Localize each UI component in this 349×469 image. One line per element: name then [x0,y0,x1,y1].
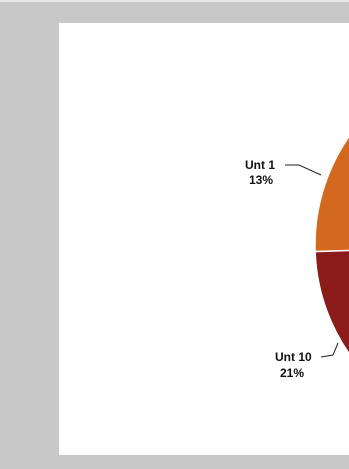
pie-slices [314,135,349,355]
leader-line-unt-1 [285,164,322,176]
leader-lines [285,164,339,358]
slice-label-unt-1-percent: 13% [249,173,273,187]
slice-label-unt-10: Unt 10 21% [275,350,312,380]
pie-slice-unt-10 [314,249,349,355]
pie-chart: Unt 1 13% Unt 10 21% [245,135,349,380]
chart-panel: Unt 1 13% Unt 10 21% [59,23,349,455]
slice-label-unt-1: Unt 1 13% [245,158,275,187]
slice-label-unt-1-name: Unt 1 [245,158,275,172]
leader-line-unt-10 [320,342,339,358]
pie-slice-unt-1 [314,135,349,253]
slice-label-unt-10-percent: 21% [280,366,304,380]
slice-label-unt-10-name: Unt 10 [275,350,312,364]
